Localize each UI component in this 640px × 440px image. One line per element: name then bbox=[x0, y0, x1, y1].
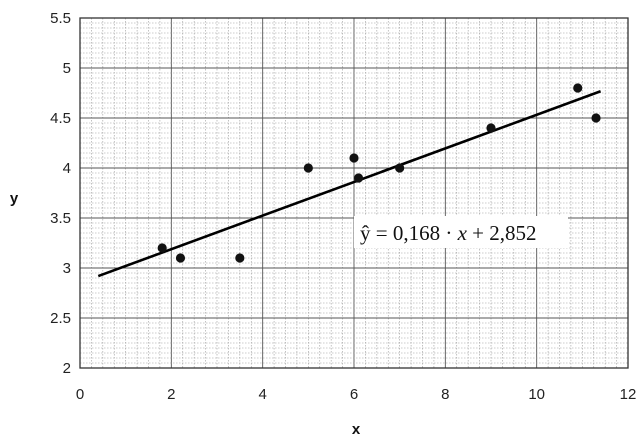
data-point bbox=[157, 243, 167, 253]
grid-lines bbox=[80, 18, 628, 368]
y-tick-label: 2.5 bbox=[50, 310, 71, 327]
x-tick-label: 10 bbox=[528, 386, 545, 403]
data-points bbox=[157, 83, 601, 263]
data-point bbox=[303, 163, 313, 173]
x-tick-label: 8 bbox=[441, 386, 449, 403]
y-tick-label: 5 bbox=[63, 60, 71, 77]
x-tick-label: 4 bbox=[258, 386, 266, 403]
equation-left: ŷ = 0,168 · bbox=[360, 221, 458, 245]
y-tick-label: 5.5 bbox=[50, 10, 71, 27]
data-point bbox=[486, 123, 496, 133]
y-tick-label: 4 bbox=[63, 160, 71, 177]
x-tick-label: 2 bbox=[167, 386, 175, 403]
plot-area-frame bbox=[79, 17, 629, 369]
data-point bbox=[573, 83, 583, 93]
y-tick-label: 2 bbox=[63, 360, 71, 377]
y-tick-label: 3 bbox=[63, 260, 71, 277]
x-tick-label: 6 bbox=[350, 386, 358, 403]
data-point bbox=[349, 153, 359, 163]
x-tick-label: 0 bbox=[76, 386, 84, 403]
data-point bbox=[395, 163, 405, 173]
y-tick-label: 4.5 bbox=[50, 110, 71, 127]
equation-right: + 2,852 bbox=[467, 221, 537, 245]
y-axis-label: y bbox=[10, 190, 19, 207]
equation-x: x bbox=[457, 221, 468, 245]
data-point bbox=[591, 113, 601, 123]
data-point bbox=[353, 173, 364, 183]
equation-label-background bbox=[354, 216, 568, 248]
y-tick-label: 3.5 bbox=[50, 210, 71, 227]
x-axis-label: x bbox=[352, 421, 361, 438]
trendline bbox=[97, 90, 602, 278]
data-point bbox=[175, 253, 186, 263]
data-point bbox=[235, 253, 245, 263]
trendline-equation: ŷ = 0,168 · x + 2,852 bbox=[360, 221, 537, 245]
x-tick-label: 12 bbox=[620, 386, 637, 403]
